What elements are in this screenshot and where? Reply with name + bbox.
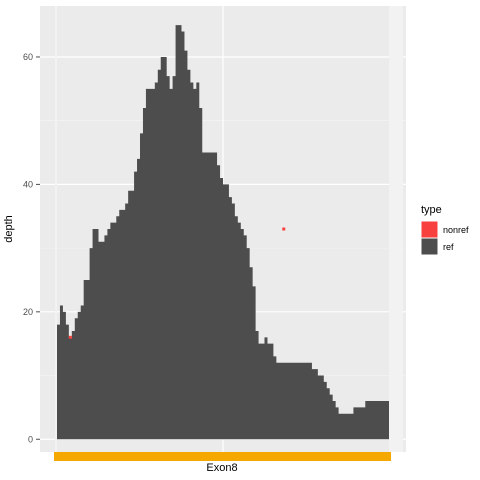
legend: type nonref ref [420,204,469,256]
legend-title: type [421,204,442,216]
ref-area [57,25,389,440]
legend-key-ref [420,237,439,256]
y-tick-label: 60 [23,52,33,62]
nonref-mark [282,227,286,231]
y-tick-label: 40 [23,179,33,189]
legend-label-ref: ref [443,242,454,252]
y-axis-title: depth [3,215,15,243]
nonref-marks [68,227,286,339]
y-axis: 0 20 40 60 [23,52,40,444]
area-layer [57,25,389,440]
exon-region-label: Exon8 [206,462,237,474]
y-tick-label: 0 [28,434,33,444]
legend-key-nonref [420,220,439,239]
exon-region-bar [54,452,391,461]
nonref-mark [68,335,72,339]
x-grid-band-left [55,6,57,452]
y-tick-label: 20 [23,307,33,317]
plot-panel [40,6,406,452]
x-grid-band-right [389,6,403,452]
legend-label-nonref: nonref [443,225,469,235]
